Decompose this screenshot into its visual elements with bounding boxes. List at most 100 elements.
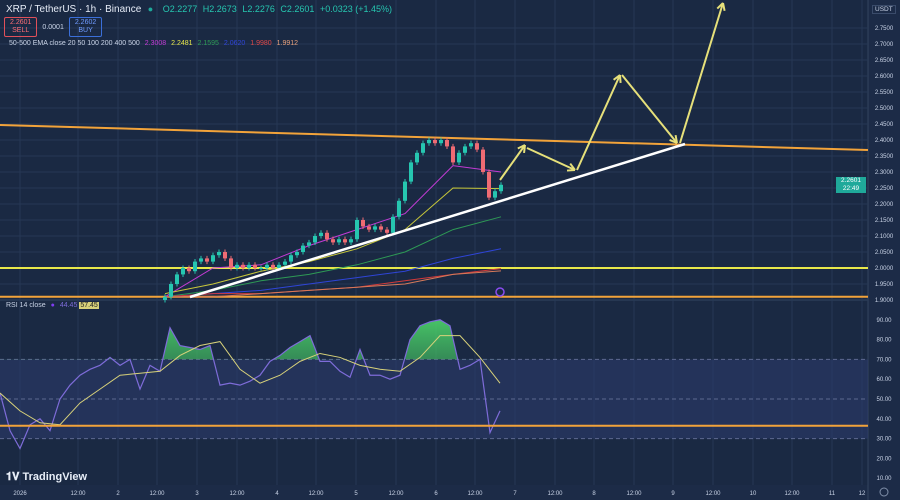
candle-body <box>379 226 383 230</box>
rsi-tick-label: 90.00 <box>876 318 892 324</box>
candle-body <box>367 226 371 230</box>
candle-body <box>385 229 389 233</box>
candle-body <box>199 258 203 262</box>
rsi-tick-label: 60.00 <box>876 377 892 383</box>
candle-body <box>229 258 233 268</box>
time-tick-label: 12:00 <box>467 491 483 497</box>
price-tick-label: 1.9000 <box>875 298 894 304</box>
projection-arrowhead <box>613 74 621 81</box>
candle-body <box>181 268 185 275</box>
candle-body <box>463 146 467 153</box>
projection-arrow <box>576 74 621 171</box>
candle-body <box>403 181 407 201</box>
rsi-tick-label: 50.00 <box>876 397 892 403</box>
ema-line-ema50 <box>164 187 502 295</box>
candle-body <box>319 232 323 236</box>
trade-buttons: 2.2601 SELL 0.0001 2.2602 BUY <box>4 17 103 37</box>
sell-button[interactable]: 2.2601 SELL <box>4 17 38 37</box>
time-tick-label: 11 <box>829 491 836 497</box>
time-tick-label: 6 <box>434 491 438 497</box>
last-price: 2.2601 <box>841 177 861 184</box>
candle-body <box>271 264 275 268</box>
tradingview-logo-icon: 𝟏𝐕 <box>6 471 23 483</box>
price-tick-label: 2.4500 <box>875 122 894 128</box>
ema-legend-label: 50-500 EMA close 20 50 100 200 400 500 <box>9 40 140 47</box>
price-tick-label: 2.2000 <box>875 202 894 208</box>
candle-body <box>277 264 281 268</box>
price-tick-label: 2.0000 <box>875 266 894 272</box>
candle-body <box>223 252 227 259</box>
change-value: +0.0323 (+1.45%) <box>319 4 392 14</box>
price-tick-label: 2.1500 <box>875 218 894 224</box>
candle-body <box>283 261 287 265</box>
tradingview-logo[interactable]: 𝟏𝐕 TradingView <box>6 471 87 484</box>
low-value: L2.2276 <box>242 4 275 14</box>
candle-body <box>301 245 305 252</box>
close-value: C2.2601 <box>280 4 315 14</box>
candle-body <box>175 274 179 284</box>
candle-body <box>451 146 455 163</box>
high-value: H2.2673 <box>202 4 237 14</box>
candle-body <box>265 264 269 268</box>
projection-arrowhead <box>619 74 622 84</box>
projection-arrowhead <box>566 169 576 172</box>
time-tick-label: 12 <box>859 491 866 497</box>
candle-body <box>421 143 425 153</box>
last-price-tag: 2.2601 22:49 <box>836 177 866 193</box>
currency-unit-dropdown[interactable]: USDT <box>872 5 896 14</box>
time-tick-label: 12:00 <box>388 491 404 497</box>
time-tick-label: 8 <box>592 491 596 497</box>
price-tick-label: 1.9500 <box>875 282 894 288</box>
candle-body <box>433 140 437 144</box>
projection-arrow <box>526 147 576 171</box>
candle-body <box>439 140 443 144</box>
rsi-tick-label: 10.00 <box>876 476 892 482</box>
candle-body <box>289 255 293 262</box>
time-tick-label: 12:00 <box>229 491 245 497</box>
price-tick-label: 2.1000 <box>875 234 894 240</box>
candle-body <box>259 268 263 269</box>
time-tick-label: 2026 <box>13 491 27 497</box>
candle-body <box>349 239 353 243</box>
descending-resistance-line <box>0 124 869 151</box>
rsi-line <box>0 319 501 450</box>
candle-body <box>445 140 449 147</box>
price-tick-label: 2.7500 <box>875 26 894 32</box>
rsi-ma-value: 57.45 <box>79 302 99 309</box>
candle-body <box>313 236 317 243</box>
timezone-settings-icon[interactable] <box>879 487 889 497</box>
rsi-legend[interactable]: RSI 14 close ● 44.45 57.45 <box>6 302 99 309</box>
time-tick-label: 5 <box>354 491 358 497</box>
candle-body <box>193 261 197 272</box>
time-tick-label: 9 <box>671 491 675 497</box>
price-tick-label: 2.3500 <box>875 154 894 160</box>
time-tick-label: 4 <box>275 491 279 497</box>
projection-arrowhead <box>722 2 726 12</box>
candle-body <box>475 143 479 150</box>
rsi-overbought-fill <box>0 319 500 360</box>
ema20-value: 2.3008 <box>144 40 167 47</box>
market-status-icon: ● <box>147 4 154 14</box>
time-tick-label: 2 <box>116 491 120 497</box>
sell-label: SELL <box>12 27 30 34</box>
candle-body <box>373 226 377 230</box>
symbol-title[interactable]: XRP / TetherUS · 1h · Binance <box>6 4 142 15</box>
candle-body <box>499 184 503 192</box>
candle-body <box>415 152 419 163</box>
projection-arrowhead <box>669 139 678 144</box>
candle-body <box>253 264 257 268</box>
buy-button[interactable]: 2.2602 BUY <box>68 17 103 37</box>
rsi-legend-label: RSI 14 close <box>6 302 46 309</box>
ema50-value: 2.2481 <box>171 40 193 47</box>
price-tick-label: 2.2500 <box>875 186 894 192</box>
ema-legend[interactable]: 50-500 EMA close 20 50 100 200 400 500 2… <box>6 39 298 48</box>
rsi-value: 44.45 <box>59 302 78 309</box>
candle-body <box>187 268 191 272</box>
rsi-settings-icon[interactable]: ● <box>50 302 55 309</box>
candle-body <box>343 239 347 243</box>
candle-body <box>235 264 239 268</box>
candle-body <box>205 258 209 262</box>
time-tick-label: 3 <box>195 491 199 497</box>
candle-body <box>307 242 311 246</box>
